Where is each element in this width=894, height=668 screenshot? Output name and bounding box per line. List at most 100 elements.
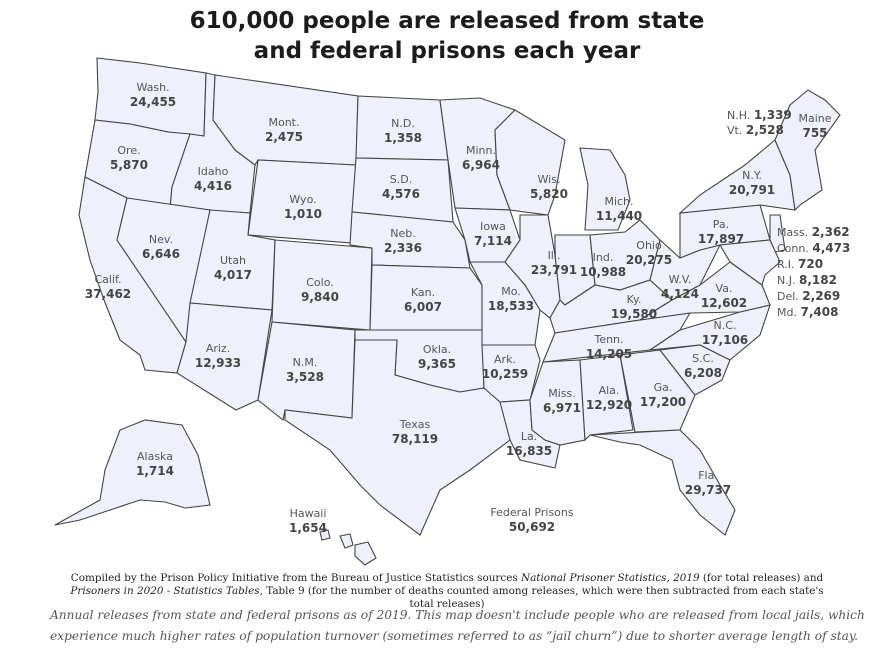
state-value-wa: 24,455 bbox=[129, 95, 177, 109]
state-value-mt: 2,475 bbox=[265, 130, 303, 144]
state-value-nm: 3,528 bbox=[286, 370, 324, 384]
state-ak bbox=[54, 419, 211, 526]
label-al: Ala. 12,920 bbox=[586, 383, 632, 413]
label-sd: S.D. 4,576 bbox=[382, 172, 420, 202]
state-value-ga: 17,200 bbox=[639, 395, 687, 409]
label-ga: Ga. 17,200 bbox=[640, 380, 686, 410]
label-nc: N.C. 17,106 bbox=[702, 318, 748, 348]
state-name-sd: S.D. bbox=[389, 173, 413, 186]
label-oh: Ohio 20,275 bbox=[626, 238, 672, 268]
state-name-wv: W.V. bbox=[668, 273, 692, 286]
label-wv: W.V. 4,124 bbox=[661, 272, 699, 302]
label-ia: Iowa 7,114 bbox=[474, 219, 512, 249]
map-title-line-2: and federal prisons each year bbox=[253, 38, 641, 64]
state-value-il: 23,791 bbox=[530, 263, 578, 277]
state-al bbox=[579, 354, 634, 442]
label-co: Colo. 9,840 bbox=[301, 275, 339, 305]
label-ms: Miss. 6,971 bbox=[543, 386, 581, 416]
label-mo: Mo. 18,533 bbox=[488, 284, 534, 314]
state-name-me: Maine bbox=[798, 112, 832, 125]
label-nm: N.M. 3,528 bbox=[286, 355, 324, 385]
state-name-ne: Neb. bbox=[390, 227, 416, 240]
label-wy: Wyo. 1,010 bbox=[284, 192, 322, 222]
state-fl bbox=[589, 429, 736, 536]
state-name-ia: Iowa bbox=[480, 220, 506, 233]
state-value-ks: 6,007 bbox=[404, 300, 442, 314]
state-value-ne: 2,336 bbox=[384, 241, 422, 255]
label-wi: Wis. 5,820 bbox=[530, 172, 568, 202]
state-mi bbox=[579, 147, 631, 231]
state-name-nm: N.M. bbox=[292, 356, 318, 369]
label-mi: Mich. 11,440 bbox=[596, 194, 642, 224]
state-name-ky: Ky. bbox=[626, 293, 642, 306]
state-name-va: Va. bbox=[715, 282, 733, 295]
label-az: Ariz. 12,933 bbox=[195, 341, 241, 371]
state-name-mi: Mich. bbox=[604, 195, 634, 208]
label-fl: Fla. 29,737 bbox=[685, 468, 731, 498]
label-nh: N.H. 1,339 bbox=[727, 108, 792, 122]
label-tx: Texas 78,119 bbox=[392, 417, 438, 447]
state-name-ut: Utah bbox=[219, 254, 247, 267]
label-ma: Mass. 2,362 bbox=[777, 225, 850, 239]
state-nj bbox=[769, 214, 786, 253]
label-de: Del. 2,269 bbox=[777, 289, 841, 303]
label-ri: R.I. 720 bbox=[777, 257, 824, 271]
label-ky: Ky. 19,580 bbox=[611, 292, 657, 322]
state-value-ca: 37,462 bbox=[84, 287, 132, 301]
state-name-nv: Nev. bbox=[148, 233, 174, 246]
label-hi: Hawaii 1,654 bbox=[289, 506, 327, 536]
state-value-nc: 17,106 bbox=[701, 333, 749, 347]
state-value-ut: 4,017 bbox=[214, 268, 252, 282]
state-value-in: 10,988 bbox=[579, 265, 627, 279]
state-name-or: Ore. bbox=[117, 144, 141, 157]
label-ks: Kan. 6,007 bbox=[404, 285, 442, 315]
state-value-al: 12,920 bbox=[585, 398, 633, 412]
state-name-hi: Hawaii bbox=[289, 507, 327, 520]
state-name-ok: Okla. bbox=[422, 343, 452, 356]
state-value-wv: 4,124 bbox=[661, 287, 699, 301]
label-md: Md. 7,408 bbox=[777, 305, 839, 319]
label-federal-prisons: Federal Prisons 50,692 bbox=[490, 506, 574, 534]
label-ak: Alaska 1,714 bbox=[136, 449, 174, 479]
state-name-la: La. bbox=[520, 430, 538, 443]
label-ut: Utah 4,017 bbox=[214, 253, 252, 283]
state-value-va: 12,602 bbox=[700, 296, 748, 310]
state-value-wi: 5,820 bbox=[530, 187, 568, 201]
state-name-ms: Miss. bbox=[548, 387, 576, 400]
label-tn: Tenn. 14,205 bbox=[586, 332, 632, 362]
state-hi-1 bbox=[319, 529, 331, 541]
state-md-de bbox=[719, 239, 781, 286]
label-me: Maine 755 bbox=[798, 111, 831, 141]
label-nd: N.D. 1,358 bbox=[384, 116, 422, 146]
state-name-pa: Pa. bbox=[712, 218, 730, 231]
label-ny: N.Y. 20,791 bbox=[729, 168, 775, 198]
state-value-id: 4,416 bbox=[194, 179, 232, 193]
state-il bbox=[504, 214, 561, 319]
state-value-ny: 20,791 bbox=[728, 183, 776, 197]
label-ct: Conn. 4,473 bbox=[777, 241, 851, 255]
label-mt: Mont. 2,475 bbox=[265, 115, 303, 145]
label-vt: Vt. 2,528 bbox=[727, 123, 784, 137]
state-name-in: Ind. bbox=[592, 251, 614, 264]
state-hi-2 bbox=[339, 533, 354, 549]
state-name-nd: N.D. bbox=[391, 117, 415, 130]
state-name-wa: Wash. bbox=[136, 81, 170, 94]
state-value-sc: 6,208 bbox=[684, 366, 722, 380]
state-name-ny: N.Y. bbox=[742, 169, 762, 182]
state-name-ak: Alaska bbox=[137, 450, 173, 463]
label-ne: Neb. 2,336 bbox=[384, 226, 422, 256]
label-il: Ill. 23,791 bbox=[531, 248, 577, 278]
state-value-ak: 1,714 bbox=[136, 464, 174, 478]
state-value-la: 16,835 bbox=[505, 444, 553, 458]
state-value-oh: 20,275 bbox=[625, 253, 673, 267]
map-caption: Annual releases from state and federal p… bbox=[50, 608, 865, 643]
state-value-ar: 10,259 bbox=[481, 367, 529, 381]
label-ok: Okla. 9,365 bbox=[418, 342, 456, 372]
state-name-co: Colo. bbox=[306, 276, 334, 289]
state-name-oh: Ohio bbox=[636, 239, 662, 252]
state-name-tx: Texas bbox=[399, 418, 431, 431]
label-la: La. 16,835 bbox=[506, 429, 552, 459]
state-value-hi: 1,654 bbox=[289, 521, 327, 535]
state-name-al: Ala. bbox=[598, 384, 620, 397]
label-va: Va. 12,602 bbox=[701, 281, 747, 311]
